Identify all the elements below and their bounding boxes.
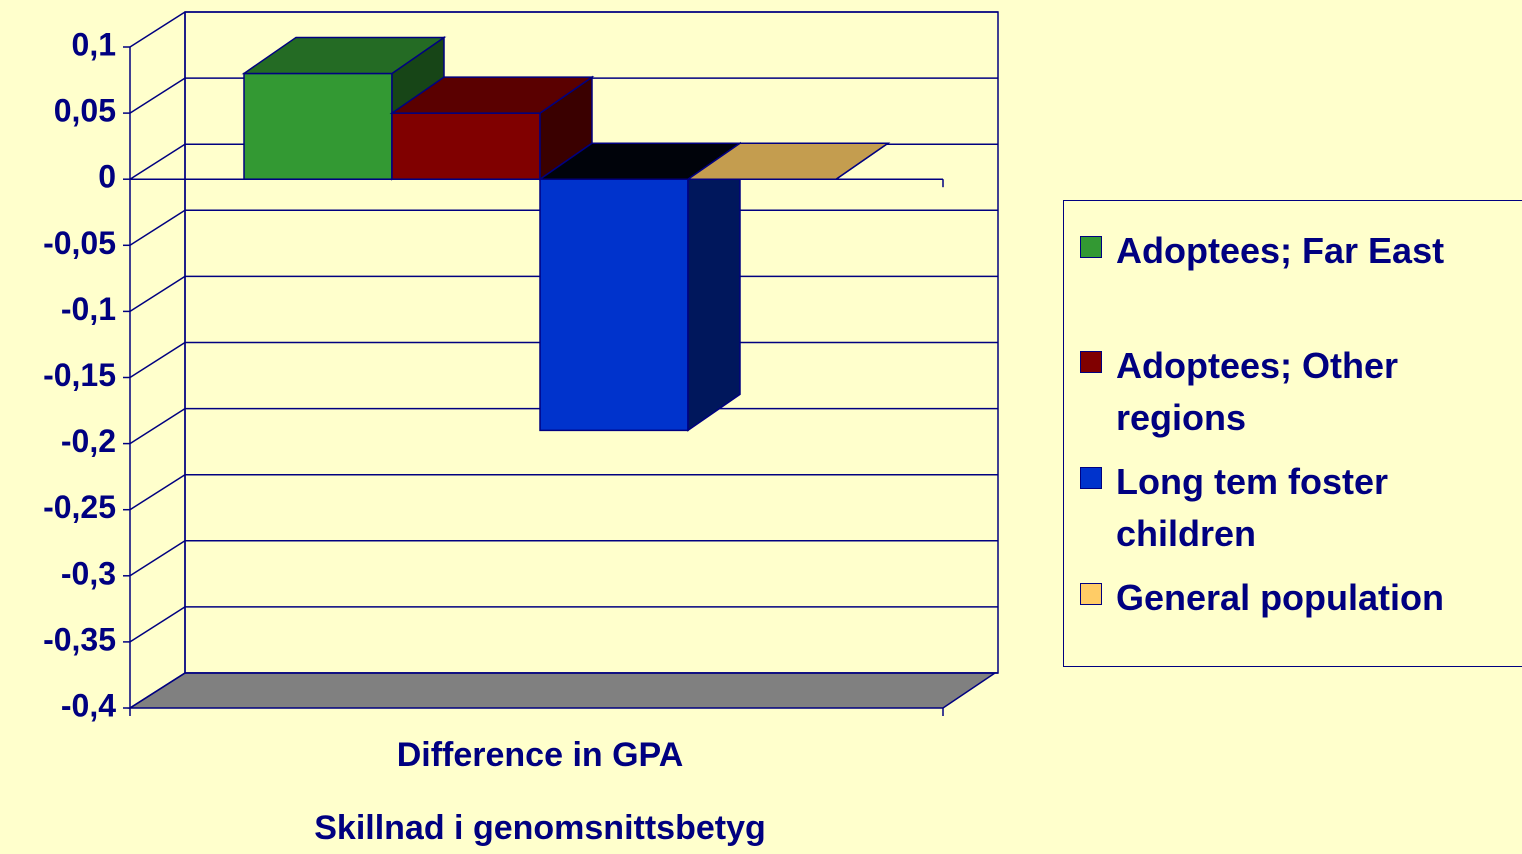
legend-entry: Adoptees; Far East [1080,225,1496,277]
legend-label: Adoptees; Other regions [1116,345,1399,438]
legend-swatch [1080,351,1102,373]
y-tick-label: -0,2 [61,423,116,459]
legend-entry: Adoptees; Other regions [1080,340,1496,444]
category-label: Difference in GPA [397,736,684,774]
bar-front [243,72,393,180]
bar-front [539,178,689,432]
legend-label: Adoptees; Far East [1116,230,1445,271]
bar-side [687,141,741,432]
grid-line [129,11,186,48]
grid-line [129,143,186,180]
legend-entry: General population [1080,572,1496,624]
y-tick-label: -0,3 [61,555,116,591]
legend: Adoptees; Far East Adoptees; Other region… [1063,200,1522,667]
grid-line [129,341,186,379]
legend-label: Long tem foster children [1116,461,1389,554]
grid-line [129,540,186,577]
bar [389,75,595,181]
x-axis-label: Skillnad i genomsnittsbetyg [314,809,766,847]
legend-swatch [1080,467,1102,489]
y-tick-label: -0,4 [61,687,116,723]
bar [241,36,447,181]
grid-line [129,474,186,511]
bar-top [685,142,891,180]
bar [537,141,743,432]
y-tick-label: 0 [98,159,116,195]
floor [127,672,998,709]
grid-line [129,407,186,445]
y-tick-label: -0,15 [43,357,116,393]
legend-label: General population [1116,577,1445,618]
y-tick-label: -0,35 [43,621,116,657]
grid-line [129,209,186,246]
bar-top [389,76,595,114]
y-tick-label: 0,05 [54,93,116,129]
grid-line [129,77,186,114]
y-tick-label: -0,1 [61,291,116,327]
grid-line [129,275,186,313]
bar-front [391,112,541,180]
legend-swatch [1080,583,1102,605]
bar [685,142,891,180]
legend-entry: Long tem foster children [1080,456,1496,560]
y-tick-label: -0,25 [43,489,116,525]
y-tick-label: 0,1 [72,26,116,62]
grid-line [129,672,186,709]
legend-swatch [1080,236,1102,258]
bar-top [241,36,447,75]
y-tick-label: -0,05 [43,225,116,261]
grid-line [129,606,186,643]
